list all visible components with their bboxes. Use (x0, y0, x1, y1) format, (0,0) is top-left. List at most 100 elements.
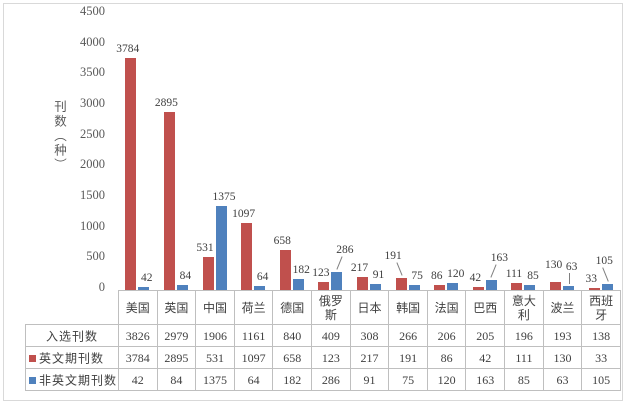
table-row-label: 英文期刊数 (25, 346, 119, 369)
bar-英文期刊数-英国 (163, 112, 175, 290)
table-value-cell: 1375 (195, 368, 235, 391)
table-corner-cell (26, 291, 119, 325)
bar-data-label: 42 (469, 272, 482, 285)
table-value-cell: 3826 (118, 324, 158, 347)
bar-data-label: 658 (273, 234, 291, 247)
bar-data-label: 286 (336, 244, 354, 257)
bar-data-label: 123 (312, 267, 330, 280)
bar-英文期刊数-中国 (202, 257, 214, 290)
table-value-cell: 63 (542, 368, 583, 391)
y-tick-label: 4500 (80, 4, 105, 18)
x-axis-category-label: 法国 (426, 290, 467, 325)
table-value-cell: 409 (311, 324, 351, 347)
table-value-cell: 138 (581, 324, 621, 347)
y-tick-label: 3000 (80, 96, 105, 110)
bar-data-label: 217 (350, 261, 369, 274)
x-axis-category-label: 意大利 (504, 290, 544, 325)
bar-非英文期刊数-波兰 (563, 286, 575, 290)
bar-data-label: 1097 (232, 207, 256, 220)
table-value-cell: 266 (388, 324, 428, 347)
chart-data-table: 美国 英国 中国 荷兰 德国 俄罗斯 日本 韩国 法国 巴西 意大利 波兰 西班牙 入选刊数 3826 297… (25, 290, 621, 391)
bar-英文期刊数-日本 (357, 276, 368, 290)
bar-data-label: 3784 (116, 42, 140, 55)
table-value-cell: 1906 (195, 324, 235, 347)
table-value-cell: 130 (542, 346, 583, 369)
bar-非英文期刊数-巴西 (485, 280, 497, 290)
bar-data-label: 75 (411, 270, 423, 283)
bar-data-label: 84 (179, 269, 192, 282)
y-tick-label: 0 (98, 280, 105, 294)
label-leader-line (568, 273, 570, 285)
y-tick-label: 2500 (80, 126, 105, 141)
table-value-cell: 120 (426, 368, 467, 391)
y-tick-label: 3500 (80, 65, 105, 80)
bar-非英文期刊数-美国 (138, 287, 150, 290)
y-tick-label: 2000 (80, 157, 105, 172)
x-axis-category-label: 中国 (195, 290, 235, 325)
table-value-cell: 123 (311, 346, 351, 369)
table-value-cell: 2895 (156, 346, 197, 369)
bar-data-label: 85 (527, 269, 539, 282)
table-value-cell: 3784 (118, 346, 158, 369)
table-value-cell: 111 (504, 346, 544, 369)
bar-data-label: 33 (585, 272, 597, 285)
table-value-cell: 196 (504, 324, 544, 347)
x-axis-category-label: 俄罗斯 (311, 290, 351, 325)
x-axis-category-label: 英国 (156, 290, 197, 325)
bar-英文期刊数-西班牙 (588, 287, 600, 290)
table-value-cell: 286 (311, 368, 351, 391)
table-value-cell: 33 (581, 346, 621, 369)
x-axis-category-label: 西班牙 (581, 290, 621, 325)
table-row-label: 入选刊数 (25, 324, 119, 347)
y-tick-label: 1500 (80, 188, 105, 202)
bar-data-label: 130 (544, 259, 563, 272)
table-value-cell: 840 (272, 324, 313, 347)
bar-非英文期刊数-韩国 (408, 285, 420, 290)
bar-英文期刊数-韩国 (395, 278, 407, 290)
y-tick-label: 500 (86, 249, 105, 264)
bar-非英文期刊数-西班牙 (601, 283, 613, 290)
bar-非英文期刊数-中国 (215, 205, 227, 290)
bar-英文期刊数-波兰 (550, 282, 562, 290)
table-value-cell: 191 (388, 346, 428, 369)
y-tick-label: 1000 (80, 218, 105, 233)
bar-英文期刊数-荷兰 (241, 222, 253, 290)
bar-英文期刊数-巴西 (472, 287, 484, 290)
table-value-cell: 42 (465, 346, 506, 369)
bar-data-label: 42 (141, 272, 153, 285)
x-axis-category-label: 荷兰 (233, 290, 274, 325)
table-value-cell: 75 (388, 368, 428, 391)
table-value-cell: 64 (233, 368, 274, 391)
x-axis-category-label: 波兰 (542, 290, 583, 325)
table-value-cell: 84 (156, 368, 197, 391)
bar-非英文期刊数-日本 (370, 284, 381, 290)
x-axis-category-label: 美国 (118, 290, 158, 325)
bar-data-label: 182 (292, 263, 310, 276)
bar-data-label: 163 (490, 252, 508, 264)
table-value-cell: 205 (465, 324, 506, 347)
bar-data-label: 191 (384, 250, 402, 263)
table-value-cell: 531 (195, 346, 235, 369)
chart-outer-border (3, 3, 623, 401)
x-axis-category-label: 韩国 (388, 290, 428, 325)
table-value-cell: 105 (581, 368, 621, 391)
x-axis-category-label: 日本 (349, 290, 390, 325)
table-value-cell: 85 (504, 368, 544, 391)
bar-非英文期刊数-德国 (292, 278, 304, 290)
table-value-cell: 206 (426, 324, 467, 347)
bar-data-label: 64 (256, 271, 269, 284)
bar-data-label: 111 (505, 268, 523, 281)
table-value-cell: 1161 (233, 324, 274, 347)
bar-英文期刊数-法国 (434, 284, 446, 290)
bar-英文期刊数-美国 (125, 57, 137, 290)
table-row-label: 非英文期刊数 (25, 368, 119, 391)
bar-非英文期刊数-荷兰 (254, 286, 266, 290)
legend-marker-icon (29, 354, 36, 362)
bar-非英文期刊数-英国 (176, 284, 188, 290)
table-value-cell: 658 (272, 346, 313, 369)
bar-data-label: 105 (595, 254, 613, 267)
bar-非英文期刊数-法国 (447, 282, 459, 290)
bar-data-label: 86 (430, 269, 443, 282)
x-axis-category-label: 德国 (272, 290, 313, 325)
bar-data-label: 1375 (212, 190, 236, 203)
